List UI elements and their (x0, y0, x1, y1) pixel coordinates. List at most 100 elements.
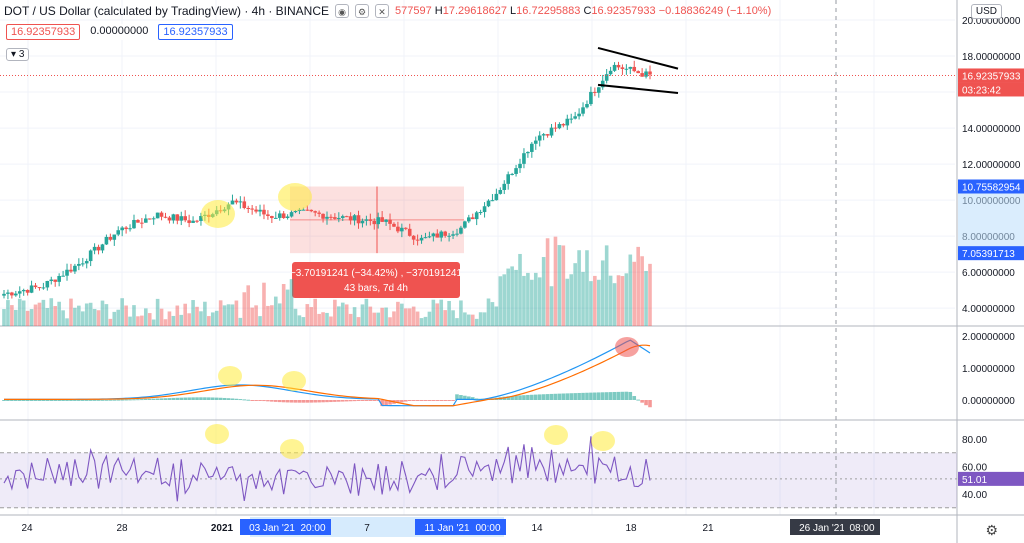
volume-bar (214, 310, 219, 326)
macd-histogram-bar (222, 397, 227, 400)
candle-body (486, 200, 491, 207)
volume-bar (242, 292, 247, 326)
volume-bar (565, 278, 570, 326)
last-price-tag-bg (958, 68, 1024, 83)
macd-histogram-bar (199, 397, 203, 400)
macd-histogram-bar (53, 399, 58, 401)
candle-body (600, 80, 605, 88)
collapse-indicators-button[interactable]: ▾ 3 (6, 48, 30, 61)
macd-histogram-bar (600, 392, 605, 400)
candle-body (553, 127, 558, 129)
macd-histogram-bar (281, 400, 286, 403)
macd-highlight-marker (218, 366, 242, 386)
flag-lower-trendline (597, 83, 679, 94)
volume-bar (392, 311, 396, 326)
bid-box[interactable]: 16.92357933 (6, 24, 81, 40)
symbol-title[interactable]: DOT / US Dollar (calculated by TradingVi… (4, 4, 330, 18)
volume-bar (273, 296, 278, 326)
macd-histogram-bar (69, 399, 73, 401)
macd-histogram-bar (376, 400, 381, 401)
candle-body (49, 279, 54, 281)
macd-histogram-bar (585, 392, 589, 400)
candle-body (234, 200, 239, 203)
candle-body (593, 91, 597, 93)
time-axis-tick: 21 (702, 523, 714, 534)
time-axis-tick: 24 (21, 523, 33, 534)
macd-histogram-bar (270, 400, 274, 402)
candle-body (116, 230, 121, 235)
macd-histogram-bar (344, 400, 349, 402)
settings-icon[interactable]: ⚙ (355, 4, 370, 18)
rsi-highlight-marker (591, 431, 615, 451)
volume-bar (380, 307, 384, 326)
volume-bar (179, 314, 184, 326)
candle-body (317, 212, 321, 214)
macd-histogram-bar (439, 400, 444, 401)
macd-histogram-bar (14, 399, 18, 401)
volume-bar (77, 305, 81, 326)
candle-body (376, 217, 381, 225)
macd-histogram-bar (92, 399, 97, 401)
macd-histogram-bar (246, 399, 251, 401)
volume-bar (29, 309, 34, 326)
ask-box[interactable]: 16.92357933 (158, 24, 233, 40)
candle-body (396, 226, 400, 232)
volume-bar (88, 302, 93, 326)
candle-body (155, 212, 160, 219)
price-axis-tick: 18.00000000 (962, 52, 1021, 63)
macd-histogram-bar (364, 400, 369, 401)
candle-body (451, 234, 455, 236)
candle-body (616, 64, 621, 68)
macd-histogram-bar (183, 397, 187, 400)
candle-body (124, 227, 128, 230)
volume-bar (266, 305, 270, 326)
macd-histogram-bar (325, 400, 329, 403)
candle-body (589, 91, 593, 105)
macd-axis-tick: 2.00000000 (962, 332, 1015, 343)
time-axis-tick: 26 Jan '21 (799, 523, 845, 534)
candle-body (128, 228, 132, 230)
volume-bar (400, 303, 404, 326)
macd-histogram-bar (242, 399, 247, 401)
highlight-marker (201, 200, 235, 228)
candle-body (447, 235, 451, 237)
macd-histogram-bar (41, 399, 46, 401)
volume-bar (541, 257, 546, 326)
volume-bar (470, 314, 475, 326)
close-icon[interactable]: ✕ (375, 4, 390, 18)
candle-body (242, 201, 247, 208)
macd-histogram-bar (616, 391, 621, 400)
volume-bar (254, 305, 258, 326)
candle-body (92, 246, 97, 251)
macd-histogram-bar (210, 397, 215, 400)
last-price-tag-text: 16.92357933 (962, 71, 1021, 82)
candle-body (305, 209, 310, 211)
candle-body (179, 216, 184, 221)
chart-settings-gear-icon[interactable]: ⚙ (985, 522, 998, 538)
currency-badge[interactable]: USD (970, 4, 1002, 19)
measure-label-line2: 43 bars, 7d 4h (344, 283, 408, 294)
candle-body (258, 209, 262, 212)
macd-histogram-bar (329, 400, 333, 403)
volume-bar (321, 312, 325, 326)
macd-histogram-bar (238, 399, 243, 401)
candle-body (530, 143, 534, 152)
eye-icon[interactable]: ◉ (335, 4, 350, 18)
macd-highlight-marker (615, 337, 639, 357)
volume-bar (96, 310, 101, 326)
rsi-highlight-marker (205, 424, 229, 444)
time-axis-tick: 11 Jan '21 (424, 523, 470, 534)
volume-bar (423, 316, 428, 326)
volume-bar (226, 304, 231, 326)
candle-body (266, 214, 270, 217)
volume-bar (344, 304, 349, 326)
macd-histogram-bar (147, 398, 152, 400)
volume-bar (616, 275, 621, 326)
macd-histogram-bar (254, 400, 258, 401)
volume-bar (333, 299, 337, 326)
candle-body (620, 67, 625, 69)
volume-bar (147, 313, 152, 326)
candle-body (37, 287, 42, 289)
candle-body (151, 218, 156, 220)
